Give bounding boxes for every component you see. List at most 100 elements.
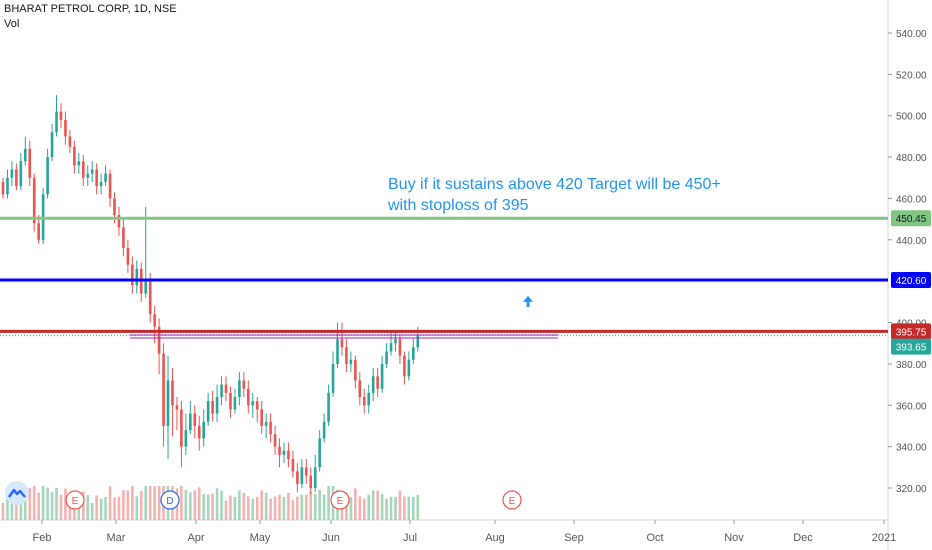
x-tick-label: Jul (403, 532, 417, 544)
volume-bar (313, 494, 317, 520)
candle-body (95, 169, 98, 187)
candle-body (322, 421, 326, 439)
candle-body (197, 425, 201, 439)
volume-bar (371, 490, 375, 520)
candle-body (412, 347, 415, 360)
y-tick-label: 340.00 (896, 443, 927, 454)
candle-body (50, 132, 54, 158)
x-tick-label: Apr (187, 532, 204, 544)
level-label: 450.45 (896, 214, 927, 225)
volume-bar (77, 499, 81, 520)
candle-body (90, 169, 94, 174)
candle-body (117, 215, 121, 228)
trade-note-line-2: with stoploss of 395 (388, 197, 529, 214)
candle-body (340, 339, 344, 348)
candle-body (296, 471, 299, 484)
candle-body (19, 161, 23, 187)
candle-body (162, 353, 165, 426)
candle-body (255, 401, 259, 410)
up-arrow-icon (523, 295, 533, 307)
volume-bar (41, 486, 45, 520)
y-tick-label: 460.00 (896, 194, 927, 205)
candle-body (313, 467, 317, 488)
volume-bar (122, 490, 125, 520)
candle-body (385, 351, 388, 364)
candle-body (269, 421, 272, 435)
volume-bar (233, 496, 237, 520)
candle-body (367, 392, 371, 406)
volume-bar (380, 494, 384, 520)
x-tick-label: Sep (564, 532, 584, 544)
volume-bar (189, 492, 192, 520)
volume-bar (273, 496, 277, 520)
candle-body (300, 467, 304, 484)
candle-body (126, 248, 130, 265)
volume-bar (6, 496, 9, 520)
candle-body (184, 430, 188, 447)
volume-bar (367, 494, 371, 520)
volume-bar (15, 493, 18, 520)
volume-bar (153, 486, 156, 520)
volume-bar (55, 488, 58, 520)
x-tick-label: Aug (485, 532, 505, 544)
y-tick-label: 480.00 (896, 153, 927, 164)
event-marker-label: E (509, 496, 516, 507)
candle-body (113, 198, 116, 215)
candle-body (416, 334, 420, 348)
volume-bar (403, 496, 406, 520)
candle-body (171, 380, 174, 406)
earnings-marker (330, 490, 350, 510)
volume-bar (247, 496, 250, 520)
volume-bar (206, 494, 210, 520)
volume-bar (362, 498, 366, 520)
volume-bar (407, 496, 411, 520)
candle-body (24, 148, 27, 162)
volume-bar (24, 498, 27, 520)
volume-bar (126, 490, 130, 520)
volume-bar (287, 492, 290, 520)
candle-body (175, 405, 179, 410)
candle-body (15, 169, 18, 187)
volume-bar (1, 503, 5, 520)
earnings-marker (502, 490, 522, 510)
volume-bar (90, 503, 94, 520)
y-tick-label: 360.00 (896, 401, 927, 412)
candle-body (336, 339, 339, 364)
candle-body (122, 227, 125, 249)
candle-body (37, 223, 40, 240)
candle-body (238, 380, 241, 397)
x-tick-label: Dec (793, 532, 813, 544)
candle-body (215, 397, 219, 414)
volume-bar (59, 494, 63, 520)
volume-bar (131, 486, 134, 520)
volume-bar (32, 486, 36, 520)
volume-bar (260, 490, 263, 520)
volume-bar (278, 494, 281, 520)
candle-body (81, 161, 85, 178)
candle-body (349, 359, 353, 364)
volume-bar (95, 495, 98, 520)
volume-bar (394, 497, 397, 520)
volume-bar (215, 488, 219, 520)
volume-bar (300, 494, 304, 520)
candle-body (206, 401, 210, 422)
volume-bar (309, 491, 313, 520)
candle-body (73, 146, 76, 166)
level-label: 395.75 (896, 327, 927, 338)
candle-body (64, 119, 67, 137)
tradingview-logo-icon[interactable] (5, 481, 29, 505)
volume-bar (10, 496, 14, 520)
candle-body (1, 181, 5, 195)
candle-body (99, 181, 103, 187)
volume-bar (197, 487, 201, 520)
x-tick-label: Feb (33, 532, 52, 544)
candle-body (193, 413, 197, 426)
candle-body (189, 413, 192, 431)
candle-body (260, 409, 263, 426)
volume-bar (99, 499, 103, 520)
volume-bar (229, 495, 232, 520)
candle-body (394, 339, 397, 344)
volume-bar (389, 496, 393, 520)
volume-bar (46, 487, 49, 520)
